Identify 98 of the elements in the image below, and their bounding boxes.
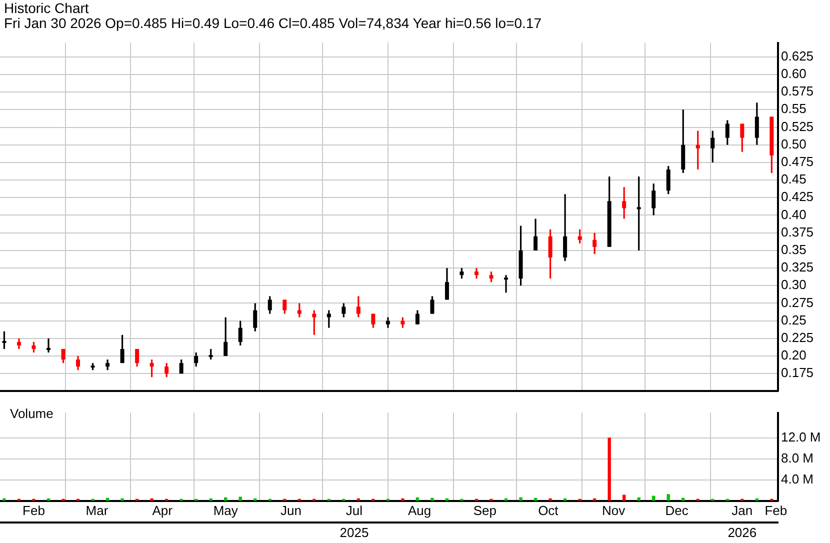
candlestick	[356, 295, 360, 318]
bar	[150, 498, 154, 501]
y-tick-label: 0.575	[781, 84, 814, 99]
bar	[2, 498, 6, 501]
y-tick-label: 0.55	[781, 101, 806, 116]
bar	[666, 494, 670, 501]
x-tick-label: Jul	[346, 503, 363, 518]
y-tick-label: 0.30	[781, 277, 806, 292]
candlestick	[282, 298, 287, 315]
candlestick	[2, 330, 6, 350]
candlestick	[106, 358, 110, 371]
x-tick-label: Jan	[732, 503, 753, 518]
chart-title: Historic Chart	[4, 0, 90, 16]
candlestick	[297, 302, 302, 318]
y-tick-label: 0.425	[781, 189, 814, 204]
y-tick-label: 0.20	[781, 348, 806, 363]
candlestick	[342, 302, 346, 318]
candlestick	[710, 130, 715, 164]
y-tick-label: 0.50	[781, 136, 806, 152]
candlestick	[666, 165, 670, 195]
candlestick	[150, 358, 154, 378]
candlestick	[534, 218, 538, 252]
candlestick	[474, 267, 478, 280]
candlestick	[504, 274, 508, 294]
candlestick	[46, 338, 50, 354]
candlestick	[179, 358, 184, 374]
candlestick	[135, 348, 140, 368]
bar	[548, 498, 552, 501]
chart-subtitle: Fri Jan 30 2026 Op=0.485 Hi=0.49 Lo=0.46 Cl=0.485 Vol=74,834 Year hi=0.56 lo=0.17	[4, 15, 542, 31]
candlestick	[415, 309, 420, 326]
y-tick-label: 0.25	[781, 312, 806, 328]
candlestick	[548, 228, 552, 280]
candlestick	[253, 302, 258, 332]
x2-tick-label: 2026	[728, 524, 757, 540]
candlestick	[16, 338, 21, 350]
bar	[622, 494, 626, 501]
candlestick	[444, 267, 449, 300]
candlestick	[592, 232, 597, 255]
x-tick-label: Oct	[538, 503, 559, 518]
y-tick-label: 0.40	[781, 206, 806, 222]
y-tick-label: 0.525	[781, 118, 814, 134]
candlestick	[636, 176, 641, 252]
candlestick	[696, 130, 700, 170]
bar	[608, 438, 611, 501]
candlestick	[120, 334, 124, 364]
candlestick	[652, 182, 656, 216]
bar	[120, 498, 124, 501]
x-tick-label: Jun	[280, 503, 302, 518]
candlestick	[578, 228, 582, 244]
candlestick	[76, 355, 80, 371]
x-tick-label: May	[213, 503, 238, 518]
candlestick	[32, 341, 36, 354]
y-tick-label: 0.625	[781, 48, 814, 64]
candlestick	[740, 122, 744, 153]
candlestick	[622, 186, 626, 220]
candlestick	[224, 316, 228, 357]
candlestick	[754, 102, 759, 146]
bar	[430, 498, 434, 501]
candlestick	[326, 309, 331, 329]
x-tick-label: Nov	[602, 503, 626, 518]
y-tick-label: 0.375	[781, 224, 814, 240]
bar	[519, 497, 522, 501]
y-tick-label: 8.0 M	[781, 450, 814, 466]
y-tick-label: 0.325	[781, 260, 814, 275]
candlestick	[208, 348, 213, 360]
x2-tick-label: 2025	[340, 524, 369, 540]
y-tick-label: 0.60	[781, 66, 806, 82]
candlestick	[238, 320, 242, 346]
y-tick-label: 0.175	[781, 365, 814, 380]
y-tick-label: 0.45	[781, 172, 806, 187]
x-tick-label: Sep	[473, 503, 497, 518]
x-tick-label: Mar	[86, 503, 109, 518]
candlestick	[371, 312, 376, 329]
candlestick	[268, 295, 272, 315]
candlestick	[489, 270, 494, 283]
x-tick-label: Dec	[665, 503, 689, 518]
candlestick	[563, 193, 568, 262]
x-tick-label: Feb	[22, 503, 45, 518]
y-tick-label: 0.475	[781, 154, 814, 170]
candlestick	[312, 309, 316, 336]
candlestick	[61, 348, 66, 364]
x-tick-label: Feb	[764, 503, 788, 518]
candlestick	[164, 362, 169, 378]
y-tick-label: 0.35	[781, 242, 806, 258]
y-tick-label: 4.0 M	[781, 471, 814, 486]
candlestick	[400, 316, 405, 329]
candlestick	[430, 295, 434, 315]
x-tick-label: Aug	[408, 503, 432, 518]
candlestick	[725, 119, 730, 146]
chart-title: Volume	[10, 406, 54, 421]
x-tick-label: Apr	[152, 503, 174, 518]
bar	[401, 498, 404, 501]
y-tick-label: 0.225	[781, 330, 814, 345]
y-tick-label: 12.0 M	[781, 430, 821, 445]
candlestick	[460, 267, 464, 280]
candlestick	[194, 352, 198, 368]
y-tick-label: 0.275	[781, 294, 814, 310]
candlestick	[386, 316, 390, 329]
